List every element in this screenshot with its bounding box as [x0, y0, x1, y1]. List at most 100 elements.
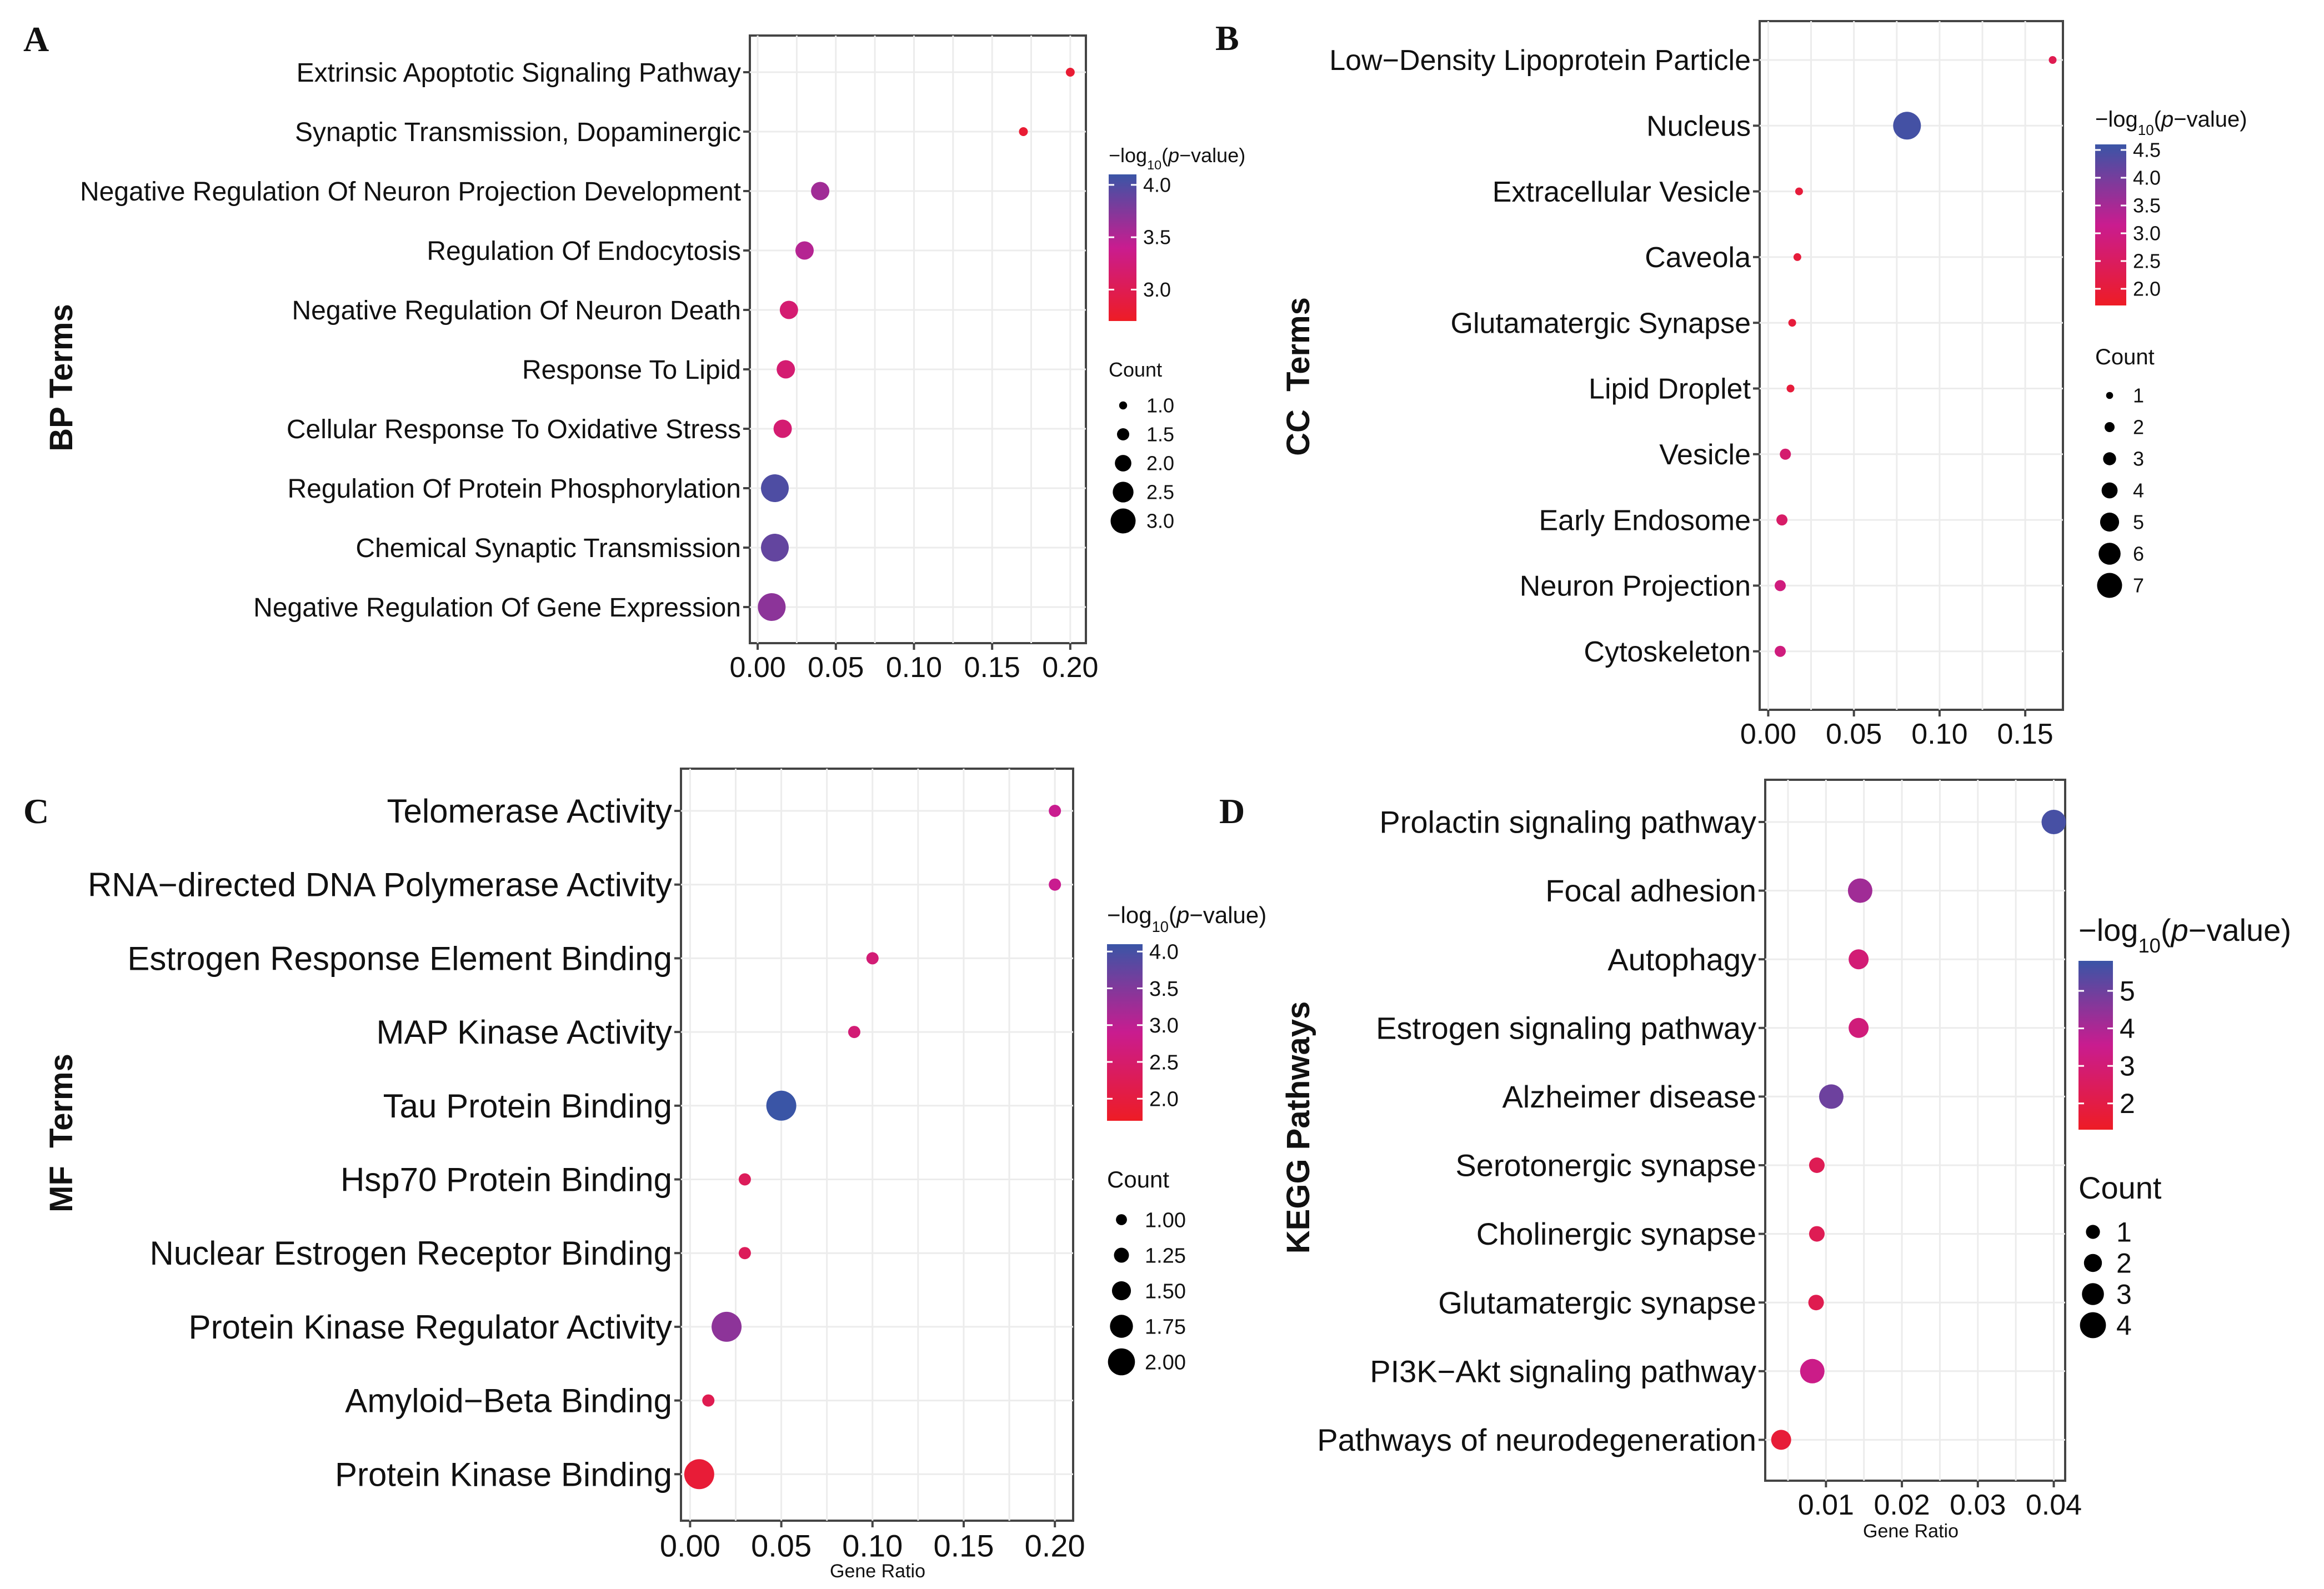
panel-d-category-label: Autophagy [1607, 942, 1756, 977]
panel-c-x-tick-label: 0.00 [660, 1528, 720, 1563]
panel-b-letter: B [1215, 18, 1239, 58]
panel-b-category-label: Neuron Projection [1520, 570, 1751, 603]
panel-d-category-label: PI3K−Akt signaling pathway [1370, 1354, 1756, 1389]
panel-a-size-legend-dot [1119, 401, 1128, 410]
panel-b-size-legend-dot [2105, 422, 2115, 432]
panel-c-size-legend-label: 1.50 [1145, 1280, 1186, 1303]
panel-a-size-legend-dot [1110, 508, 1136, 534]
panel-a-dot [1019, 127, 1028, 136]
panel-b-size-legend-label: 4 [2133, 479, 2144, 502]
panel-d-dot [1800, 1359, 1825, 1384]
panel-b-dot [2048, 56, 2057, 64]
panel-c-size-legend-label: 2.00 [1145, 1351, 1186, 1374]
panel-c-dot [712, 1311, 742, 1342]
panel-b-color-bar [2095, 144, 2126, 305]
panel-a-size-legend-dot [1113, 482, 1134, 503]
panel-d-dot [1849, 1017, 1869, 1038]
panel-c-size-legend-label: 1.25 [1145, 1244, 1186, 1267]
panel-c-x-tick-label: 0.20 [1025, 1528, 1085, 1563]
panel-c-color-bar-label: 3.0 [1149, 1014, 1179, 1037]
panel-b-color-bar-label: 4.5 [2133, 139, 2161, 162]
panel-d-letter: D [1219, 791, 1245, 831]
panel-d-y-axis-title: KEGG Pathways [1280, 1001, 1316, 1254]
panel-a-dot [777, 360, 795, 379]
panel-c-letter: C [23, 791, 49, 831]
panel-a-color-legend-title: −log10(p−value) [1109, 144, 1245, 172]
panel-c-dot [1049, 878, 1061, 891]
panel-b-x-tick-label: 0.10 [1911, 718, 1967, 750]
panel-d-color-legend-title: −log10(p−value) [2078, 913, 2291, 957]
panel-d-size-legend-label: 1 [2116, 1217, 2132, 1248]
panel-c-x-tick-label: 0.05 [751, 1528, 812, 1563]
panel-b-category-label: Cytoskeleton [1584, 636, 1751, 668]
panel-d-color-bar-label: 4 [2120, 1013, 2135, 1044]
panel-d-category-label: Focal adhesion [1545, 873, 1756, 908]
panel-b-dot [1893, 112, 1921, 140]
panel-d-color-bar [2078, 961, 2113, 1130]
panel-c-size-legend-label: 1.00 [1145, 1209, 1186, 1232]
panel-c-dot [848, 1026, 860, 1039]
panel-c-dot [684, 1459, 714, 1490]
panel-b-dot [1775, 645, 1786, 657]
panel-a-color-bar [1109, 174, 1136, 321]
panel-a-letter: A [23, 19, 49, 59]
panel-b-dot [1776, 514, 1788, 526]
panel-a-category-label: Regulation Of Protein Phosphorylation [288, 474, 742, 504]
panel-d-category-label: Glutamatergic synapse [1438, 1285, 1756, 1320]
panel-b-x-tick-label: 0.05 [1826, 718, 1882, 750]
panel-b-size-legend-title: Count [2095, 345, 2155, 369]
panel-d-color-bar-label: 3 [2120, 1051, 2135, 1082]
panel-d-category-label: Cholinergic synapse [1476, 1216, 1756, 1251]
panel-c-y-axis-title: MF Terms [43, 1054, 79, 1212]
panel-b-dot [1793, 253, 1801, 261]
panel-c-dot [702, 1394, 715, 1407]
panel-d-size-legend-title: Count [2078, 1170, 2162, 1205]
panel-b-dot [1788, 319, 1796, 327]
panel-d-size-legend-label: 2 [2116, 1248, 2132, 1279]
panel-a-category-label: Negative Regulation Of Neuron Death [292, 296, 741, 325]
panel-a-category-label: Synaptic Transmission, Dopaminergic [295, 118, 741, 147]
panel-c-size-legend-label: 1.75 [1145, 1315, 1186, 1339]
panel-a-category-label: Cellular Response To Oxidative Stress [287, 415, 741, 444]
panel-a-size-legend-label: 3.0 [1146, 510, 1174, 533]
panel-d-size-legend-label: 3 [2116, 1279, 2132, 1310]
panel-b-category-label: Nucleus [1646, 111, 1751, 143]
panel-c-category-label: Protein Kinase Binding [335, 1456, 672, 1493]
panel-c-size-legend-dot [1108, 1348, 1135, 1376]
panel-c-color-bar-label: 2.0 [1149, 1088, 1179, 1111]
panel-b-category-label: Lipid Droplet [1589, 373, 1751, 405]
panel-c-category-label: RNA−directed DNA Polymerase Activity [88, 866, 672, 904]
panel-d-size-legend-dot [2080, 1312, 2106, 1339]
panel-a: A 0.00 0.05 0.10 0.15 0.20 Extrinsic Apoptoti… [23, 19, 1245, 684]
panel-b-category-label: Low−Density Lipoprotein Particle [1329, 44, 1751, 77]
panel-a-category-label: Chemical Synaptic Transmission [355, 534, 741, 563]
panel-d-color-bar-label: 2 [2120, 1088, 2135, 1119]
panel-a-dot [779, 300, 798, 319]
panel-d-dot [1809, 1157, 1825, 1173]
panel-d-size-legend-dot [2082, 1283, 2104, 1305]
panel-c-category-label: Protein Kinase Regulator Activity [189, 1309, 672, 1346]
panel-a-dot [761, 534, 789, 562]
panel-b-dot [1775, 580, 1786, 592]
panel-d-size-legend-dot [2083, 1254, 2102, 1272]
panel-b-size-legend-label: 5 [2133, 511, 2144, 534]
panel-a-x-tick-label: 0.00 [729, 651, 785, 684]
panel-d-size-legend-label: 4 [2116, 1310, 2132, 1341]
panel-d-dot [1771, 1430, 1791, 1450]
panel-d-category-label: Estrogen signaling pathway [1376, 1010, 1756, 1045]
panel-a-category-label: Response To Lipid [522, 355, 741, 385]
panel-d-dot [1808, 1295, 1824, 1311]
panel-c-category-label: Estrogen Response Element Binding [127, 940, 672, 977]
panel-b-size-legend-label: 3 [2133, 448, 2144, 470]
panel-c-color-legend-title: −log10(p−value) [1107, 902, 1266, 935]
panel-d-category-label: Prolactin signaling pathway [1379, 805, 1756, 840]
panel-c-dot [766, 1090, 797, 1121]
panel-c-dot [738, 1173, 751, 1186]
panel-c-color-bar-label: 4.0 [1149, 941, 1179, 964]
panel-c-plot-area [680, 768, 1074, 1522]
panel-b-size-legend-dot [2100, 512, 2120, 532]
panel-b-category-label: Extracellular Vesicle [1492, 176, 1751, 208]
panel-d-dot [1847, 878, 1872, 903]
panel-a-dot [1065, 68, 1075, 77]
panel-c-category-label: Amyloid−Beta Binding [345, 1382, 672, 1420]
